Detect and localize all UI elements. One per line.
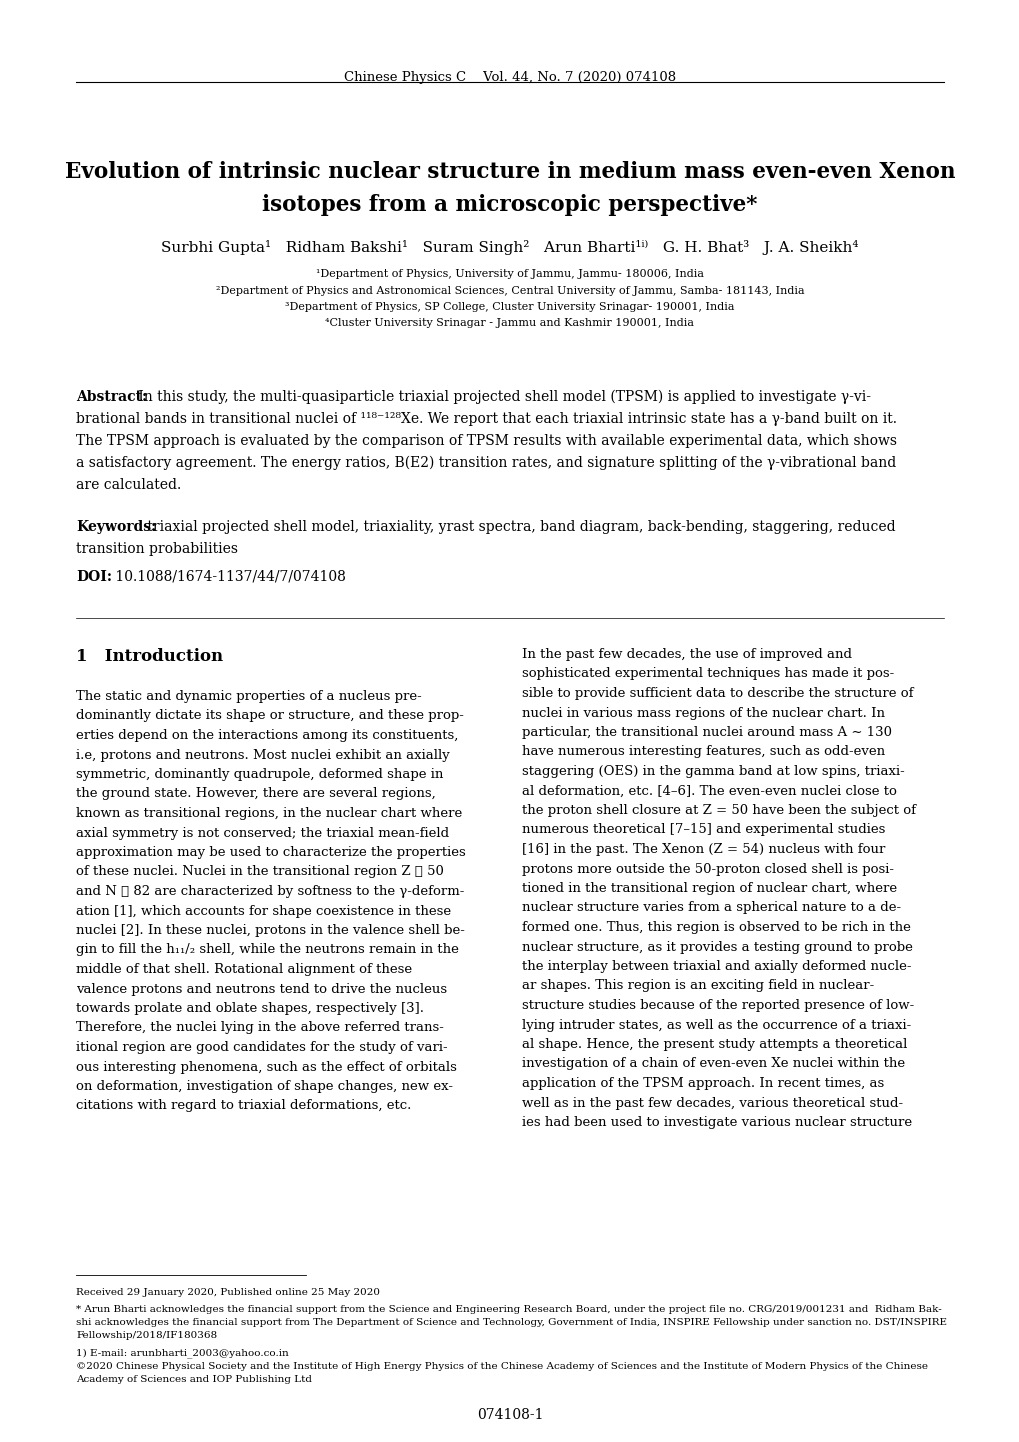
Text: approximation may be used to characterize the properties: approximation may be used to characteriz…: [76, 846, 466, 859]
Text: The static and dynamic properties of a nucleus pre-: The static and dynamic properties of a n…: [76, 691, 421, 704]
Text: application of the TPSM approach. In recent times, as: application of the TPSM approach. In rec…: [522, 1077, 883, 1090]
Text: a satisfactory agreement. The energy ratios, B(E2) transition rates, and signatu: a satisfactory agreement. The energy rat…: [76, 456, 896, 470]
Text: [16] in the past. The Xenon (Z = 54) nucleus with four: [16] in the past. The Xenon (Z = 54) nuc…: [522, 844, 884, 857]
Text: * Arun Bharti acknowledges the financial support from the Science and Engineerin: * Arun Bharti acknowledges the financial…: [76, 1305, 941, 1314]
Text: particular, the transitional nuclei around mass A ∼ 130: particular, the transitional nuclei arou…: [522, 725, 892, 738]
Text: Received 29 January 2020, Published online 25 May 2020: Received 29 January 2020, Published onli…: [76, 1288, 380, 1296]
Text: towards prolate and oblate shapes, respectively [3].: towards prolate and oblate shapes, respe…: [76, 1002, 424, 1015]
Text: ³Department of Physics, SP College, Cluster University Srinagar- 190001, India: ³Department of Physics, SP College, Clus…: [285, 301, 734, 311]
Text: tioned in the transitional region of nuclear chart, where: tioned in the transitional region of nuc…: [522, 883, 897, 895]
Text: The TPSM approach is evaluated by the comparison of TPSM results with available : The TPSM approach is evaluated by the co…: [76, 434, 896, 448]
Text: are calculated.: are calculated.: [76, 477, 181, 492]
Text: Evolution of intrinsic nuclear structure in medium mass even-even Xenon: Evolution of intrinsic nuclear structure…: [64, 162, 955, 183]
Text: transition probabilities: transition probabilities: [76, 542, 237, 557]
Text: investigation of a chain of even-even Xe nuclei within the: investigation of a chain of even-even Xe…: [522, 1057, 904, 1070]
Text: Keywords:: Keywords:: [76, 521, 156, 534]
Text: al deformation, etc. [4–6]. The even-even nuclei close to: al deformation, etc. [4–6]. The even-eve…: [522, 784, 896, 797]
Text: brational bands in transitional nuclei of ¹¹⁸⁻¹²⁸Xe. We report that each triaxia: brational bands in transitional nuclei o…: [76, 412, 896, 425]
Text: shi acknowledges the financial support from The Department of Science and Techno: shi acknowledges the financial support f…: [76, 1318, 946, 1327]
Text: have numerous interesting features, such as odd-even: have numerous interesting features, such…: [522, 746, 884, 758]
Text: symmetric, dominantly quadrupole, deformed shape in: symmetric, dominantly quadrupole, deform…: [76, 769, 443, 782]
Text: al shape. Hence, the present study attempts a theoretical: al shape. Hence, the present study attem…: [522, 1038, 907, 1051]
Text: of these nuclei. Nuclei in the transitional region Z ⩾ 50: of these nuclei. Nuclei in the transitio…: [76, 865, 443, 878]
Text: Abstract:: Abstract:: [76, 389, 147, 404]
Text: valence protons and neutrons tend to drive the nucleus: valence protons and neutrons tend to dri…: [76, 982, 446, 995]
Text: well as in the past few decades, various theoretical stud-: well as in the past few decades, various…: [522, 1096, 902, 1109]
Text: Academy of Sciences and IOP Publishing Ltd: Academy of Sciences and IOP Publishing L…: [76, 1376, 312, 1384]
Text: ²Department of Physics and Astronomical Sciences, Central University of Jammu, S: ²Department of Physics and Astronomical …: [215, 286, 804, 296]
Text: In the past few decades, the use of improved and: In the past few decades, the use of impr…: [522, 647, 851, 660]
Text: dominantly dictate its shape or structure, and these prop-: dominantly dictate its shape or structur…: [76, 709, 464, 722]
Text: middle of that shell. Rotational alignment of these: middle of that shell. Rotational alignme…: [76, 963, 412, 976]
Text: Chinese Physics C    Vol. 44, No. 7 (2020) 074108: Chinese Physics C Vol. 44, No. 7 (2020) …: [343, 72, 676, 85]
Text: citations with regard to triaxial deformations, etc.: citations with regard to triaxial deform…: [76, 1099, 411, 1112]
Text: 1) E-mail: arunbharti_2003@yahoo.co.in: 1) E-mail: arunbharti_2003@yahoo.co.in: [76, 1348, 288, 1358]
Text: gin to fill the h₁₁/₂ shell, while the neutrons remain in the: gin to fill the h₁₁/₂ shell, while the n…: [76, 943, 459, 956]
Text: itional region are good candidates for the study of vari-: itional region are good candidates for t…: [76, 1041, 447, 1054]
Text: erties depend on the interactions among its constituents,: erties depend on the interactions among …: [76, 730, 458, 743]
Text: 1   Introduction: 1 Introduction: [76, 647, 223, 665]
Text: ies had been used to investigate various nuclear structure: ies had been used to investigate various…: [522, 1116, 911, 1129]
Text: Fellowship/2018/IF180368: Fellowship/2018/IF180368: [76, 1331, 217, 1340]
Text: the ground state. However, there are several regions,: the ground state. However, there are sev…: [76, 787, 435, 800]
Text: Therefore, the nuclei lying in the above referred trans-: Therefore, the nuclei lying in the above…: [76, 1021, 443, 1034]
Text: DOI:: DOI:: [76, 570, 112, 584]
Text: isotopes from a microscopic perspective*: isotopes from a microscopic perspective*: [262, 195, 757, 216]
Text: 10.1088/1674-1137/44/7/074108: 10.1088/1674-1137/44/7/074108: [111, 570, 345, 584]
Text: sible to provide sufficient data to describe the structure of: sible to provide sufficient data to desc…: [522, 686, 913, 699]
Text: formed one. Thus, this region is observed to be rich in the: formed one. Thus, this region is observe…: [522, 921, 910, 934]
Text: In this study, the multi-quasiparticle triaxial projected shell model (TPSM) is : In this study, the multi-quasiparticle t…: [133, 389, 870, 404]
Text: numerous theoretical [7–15] and experimental studies: numerous theoretical [7–15] and experime…: [522, 823, 884, 836]
Text: Surbhi Gupta¹   Ridham Bakshi¹   Suram Singh²   Arun Bharti¹ⁱ⁾   G. H. Bhat³   J: Surbhi Gupta¹ Ridham Bakshi¹ Suram Singh…: [161, 239, 858, 255]
Text: nuclear structure, as it provides a testing ground to probe: nuclear structure, as it provides a test…: [522, 940, 912, 953]
Text: the proton shell closure at Z = 50 have been the subject of: the proton shell closure at Z = 50 have …: [522, 805, 915, 818]
Text: protons more outside the 50-proton closed shell is posi-: protons more outside the 50-proton close…: [522, 862, 893, 875]
Text: lying intruder states, as well as the occurrence of a triaxi-: lying intruder states, as well as the oc…: [522, 1018, 910, 1031]
Text: nuclei [2]. In these nuclei, protons in the valence shell be-: nuclei [2]. In these nuclei, protons in …: [76, 924, 465, 937]
Text: nuclei in various mass regions of the nuclear chart. In: nuclei in various mass regions of the nu…: [522, 707, 884, 720]
Text: known as transitional regions, in the nuclear chart where: known as transitional regions, in the nu…: [76, 808, 462, 820]
Text: on deformation, investigation of shape changes, new ex-: on deformation, investigation of shape c…: [76, 1080, 452, 1093]
Text: ¹Department of Physics, University of Jammu, Jammu- 180006, India: ¹Department of Physics, University of Ja…: [316, 270, 703, 278]
Text: 074108-1: 074108-1: [476, 1407, 543, 1422]
Text: i.e, protons and neutrons. Most nuclei exhibit an axially: i.e, protons and neutrons. Most nuclei e…: [76, 748, 449, 761]
Text: ©2020 Chinese Physical Society and the Institute of High Energy Physics of the C: ©2020 Chinese Physical Society and the I…: [76, 1363, 927, 1371]
Text: triaxial projected shell model, triaxiality, yrast spectra, band diagram, back-b: triaxial projected shell model, triaxial…: [143, 521, 895, 534]
Text: the interplay between triaxial and axially deformed nucle-: the interplay between triaxial and axial…: [522, 960, 911, 973]
Text: ous interesting phenomena, such as the effect of orbitals: ous interesting phenomena, such as the e…: [76, 1060, 457, 1073]
Text: and N ⩽ 82 are characterized by softness to the γ-deform-: and N ⩽ 82 are characterized by softness…: [76, 885, 464, 898]
Text: staggering (OES) in the gamma band at low spins, triaxi-: staggering (OES) in the gamma band at lo…: [522, 766, 904, 779]
Text: axial symmetry is not conserved; the triaxial mean-field: axial symmetry is not conserved; the tri…: [76, 826, 448, 839]
Text: nuclear structure varies from a spherical nature to a de-: nuclear structure varies from a spherica…: [522, 901, 900, 914]
Text: ar shapes. This region is an exciting field in nuclear-: ar shapes. This region is an exciting fi…: [522, 979, 873, 992]
Text: sophisticated experimental techniques has made it pos-: sophisticated experimental techniques ha…: [522, 668, 894, 681]
Text: ation [1], which accounts for shape coexistence in these: ation [1], which accounts for shape coex…: [76, 904, 450, 917]
Text: structure studies because of the reported presence of low-: structure studies because of the reporte…: [522, 999, 913, 1012]
Text: ⁴Cluster University Srinagar - Jammu and Kashmir 190001, India: ⁴Cluster University Srinagar - Jammu and…: [325, 319, 694, 327]
